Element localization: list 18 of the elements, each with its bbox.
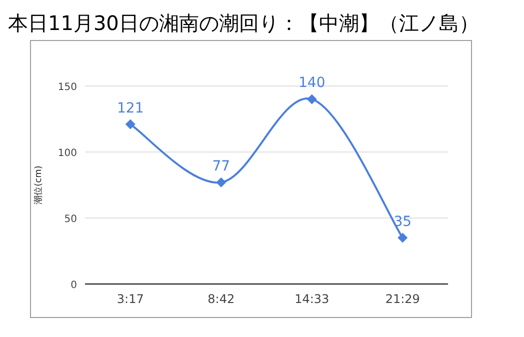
data-label: 77 <box>212 158 230 174</box>
point <box>398 232 408 243</box>
y-tick-label: 50 <box>64 214 77 225</box>
data-label: 140 <box>298 75 326 92</box>
x-tick-label: 14:33 <box>294 292 330 306</box>
chart-title: 本日11月30日の湘南の潮回り：【中潮】（江ノ島） <box>8 11 479 35</box>
point <box>306 94 317 104</box>
point <box>216 177 226 188</box>
point <box>125 119 136 130</box>
x-tick-label: 8:42 <box>208 292 235 306</box>
x-tick-label: 3:17 <box>116 292 144 306</box>
y-axis-title: 潮位(cm) <box>33 166 44 204</box>
y-tick-label: 100 <box>58 148 77 159</box>
data-label: 121 <box>117 100 144 116</box>
y-tick-label: 0 <box>70 280 77 291</box>
x-tick-label: 21:29 <box>385 292 420 306</box>
data-label: 35 <box>394 214 412 230</box>
y-tick-label: 150 <box>58 82 77 93</box>
